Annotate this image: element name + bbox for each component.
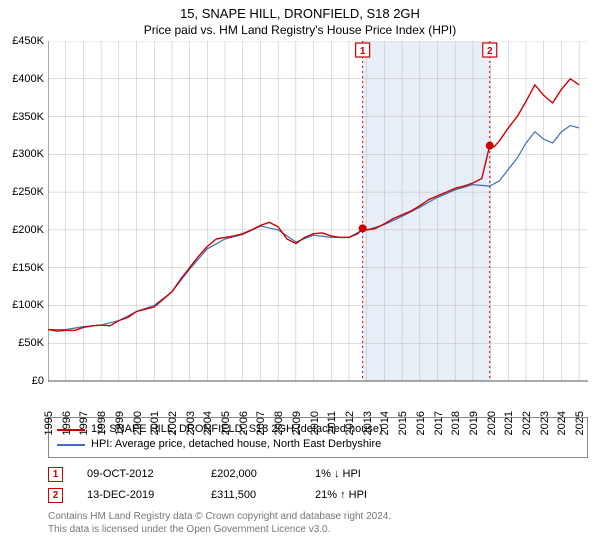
- sale-price: £202,000: [211, 468, 291, 480]
- svg-text:2: 2: [487, 46, 493, 57]
- x-axis-label: 2012: [342, 411, 356, 435]
- x-axis-label: 2010: [307, 411, 321, 435]
- x-axis-label: 1998: [94, 411, 108, 435]
- sale-marker: 2: [48, 488, 63, 503]
- x-axis-label: 2019: [466, 411, 480, 435]
- x-axis-label: 2011: [324, 411, 338, 435]
- y-axis-label: £0: [32, 375, 48, 387]
- y-axis-label: £300K: [12, 148, 48, 160]
- y-axis-label: £100K: [12, 299, 48, 311]
- x-axis-label: 2008: [271, 411, 285, 435]
- y-axis-label: £200K: [12, 224, 48, 236]
- x-axis-label: 2001: [147, 411, 161, 435]
- sale-delta: 21% ↑ HPI: [315, 489, 367, 501]
- x-axis-label: 2007: [253, 411, 267, 435]
- y-axis-label: £350K: [12, 111, 48, 123]
- x-axis-label: 2009: [289, 411, 303, 435]
- x-axis-label: 2015: [395, 411, 409, 435]
- x-axis-label: 2014: [377, 411, 391, 435]
- x-axis-label: 2004: [200, 411, 214, 435]
- chart-container: 15, SNAPE HILL, DRONFIELD, S18 2GH Price…: [0, 0, 600, 560]
- chart-svg: 12: [48, 41, 588, 411]
- footer: Contains HM Land Registry data © Crown c…: [48, 510, 588, 536]
- footer-line-1: Contains HM Land Registry data © Crown c…: [48, 510, 588, 523]
- sale-row: 2 13-DEC-2019 £311,500 21% ↑ HPI: [48, 485, 588, 506]
- legend-label: HPI: Average price, detached house, Nort…: [91, 437, 381, 452]
- x-axis-label: 2017: [431, 411, 445, 435]
- x-axis-label: 2006: [236, 411, 250, 435]
- svg-text:1: 1: [360, 46, 366, 57]
- x-axis-label: 2023: [537, 411, 551, 435]
- x-axis-label: 1996: [59, 411, 73, 435]
- legend-swatch: [57, 444, 85, 446]
- sale-delta: 1% ↓ HPI: [315, 468, 361, 480]
- sale-row: 1 09-OCT-2012 £202,000 1% ↓ HPI: [48, 464, 588, 485]
- y-axis-label: £250K: [12, 186, 48, 198]
- y-axis-label: £450K: [12, 35, 48, 47]
- x-axis-label: 2005: [218, 411, 232, 435]
- x-axis-label: 2025: [572, 411, 586, 435]
- x-axis-label: 2002: [165, 411, 179, 435]
- x-axis-label: 1995: [41, 411, 55, 435]
- x-axis-label: 2020: [484, 411, 498, 435]
- x-axis-label: 2016: [413, 411, 427, 435]
- footer-line-2: This data is licensed under the Open Gov…: [48, 523, 588, 536]
- y-axis-label: £50K: [18, 337, 48, 349]
- x-axis-label: 2000: [130, 411, 144, 435]
- sale-marker: 1: [48, 467, 63, 482]
- y-axis-label: £400K: [12, 73, 48, 85]
- x-axis-label: 1997: [76, 411, 90, 435]
- chart-plot-area: 12 £0£50K£100K£150K£200K£250K£300K£350K£…: [48, 41, 588, 411]
- sales-table: 1 09-OCT-2012 £202,000 1% ↓ HPI 2 13-DEC-2019…: [48, 464, 588, 506]
- y-axis-label: £150K: [12, 262, 48, 274]
- x-axis-label: 2022: [519, 411, 533, 435]
- x-axis-label: 1999: [112, 411, 126, 435]
- sale-price: £311,500: [211, 489, 291, 501]
- x-axis-label: 2024: [554, 411, 568, 435]
- chart-title: 15, SNAPE HILL, DRONFIELD, S18 2GH: [0, 0, 600, 21]
- chart-subtitle: Price paid vs. HM Land Registry's House …: [0, 21, 600, 41]
- x-axis-label: 2003: [183, 411, 197, 435]
- sale-date: 09-OCT-2012: [87, 468, 187, 480]
- sale-date: 13-DEC-2019: [87, 489, 187, 501]
- x-axis-label: 2018: [448, 411, 462, 435]
- legend-row: HPI: Average price, detached house, Nort…: [57, 437, 579, 452]
- x-axis-label: 2021: [501, 411, 515, 435]
- x-axis-label: 2013: [360, 411, 374, 435]
